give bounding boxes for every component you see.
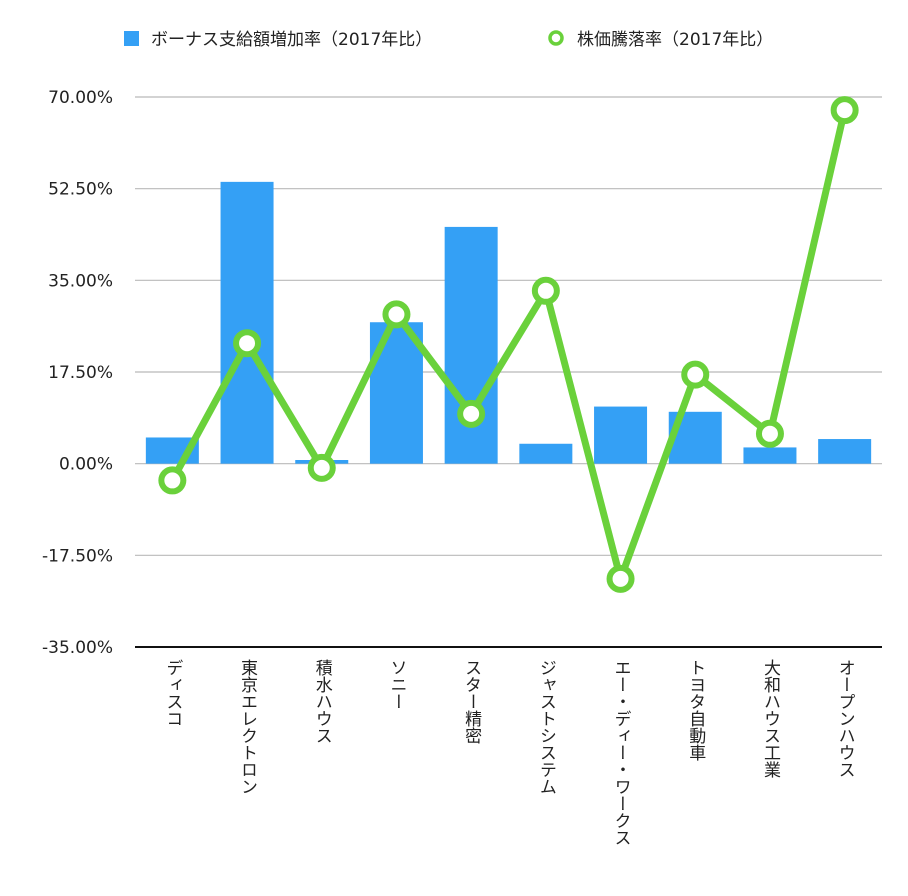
legend-label-stock: 株価騰落率（2017年比） [577, 30, 773, 50]
series-line [168, 106, 849, 583]
line-point [681, 360, 710, 389]
x-tick-label: オープンハウス [835, 659, 855, 778]
line-series [158, 96, 859, 593]
x-tick-label: スター精密 [461, 659, 482, 744]
y-tick-label: -35.00% [42, 638, 113, 658]
line-point [755, 419, 784, 448]
x-tick-label: ディスコ [162, 659, 182, 727]
line-point [457, 399, 486, 428]
y-tick-label: 52.50% [48, 180, 113, 200]
y-tick-label: -17.50% [42, 546, 113, 566]
line-point [307, 453, 336, 482]
y-tick-label: 70.00% [48, 88, 113, 108]
x-tick-label: 東京エレクトロン [237, 659, 257, 795]
bar [519, 443, 573, 464]
legend-swatch-stock [548, 30, 564, 46]
line-point [382, 300, 411, 329]
x-tick-label: エー・ディー・ワークス [611, 659, 631, 846]
bar-series [145, 181, 872, 464]
bar [220, 181, 274, 464]
x-tick-label: ジャストシステム [536, 659, 556, 795]
bar [594, 406, 648, 464]
y-tick-label: 35.00% [48, 271, 113, 291]
line-point [233, 329, 262, 358]
x-axis-labels: ディスコ 東京エレクトロン 積水ハウス ソニー スター精密 ジャストシステム エー・ディー・… [162, 659, 854, 846]
line-point [606, 564, 635, 593]
legend: ボーナス支給額増加率（2017年比） 株価騰落率（2017年比） [124, 30, 773, 50]
x-tick-label: ソニー [386, 659, 406, 710]
x-tick-label: 大和ハウス工業 [760, 659, 781, 778]
x-tick-label: 積水ハウス [312, 659, 333, 744]
legend-label-bonus: ボーナス支給額増加率（2017年比） [151, 30, 432, 50]
y-tick-label: 17.50% [48, 363, 113, 383]
bar [444, 226, 498, 464]
bar [743, 447, 797, 464]
line-point [158, 466, 187, 495]
line-point [531, 276, 560, 305]
x-tick-label: トヨタ自動車 [685, 659, 706, 761]
legend-swatch-bonus [124, 31, 139, 46]
line-point [830, 96, 859, 125]
y-axis-ticks: 70.00% 52.50% 35.00% 17.50% 0.00% -17.50% -35.… [42, 88, 113, 658]
bar [818, 439, 872, 464]
y-tick-label: 0.00% [59, 455, 113, 475]
